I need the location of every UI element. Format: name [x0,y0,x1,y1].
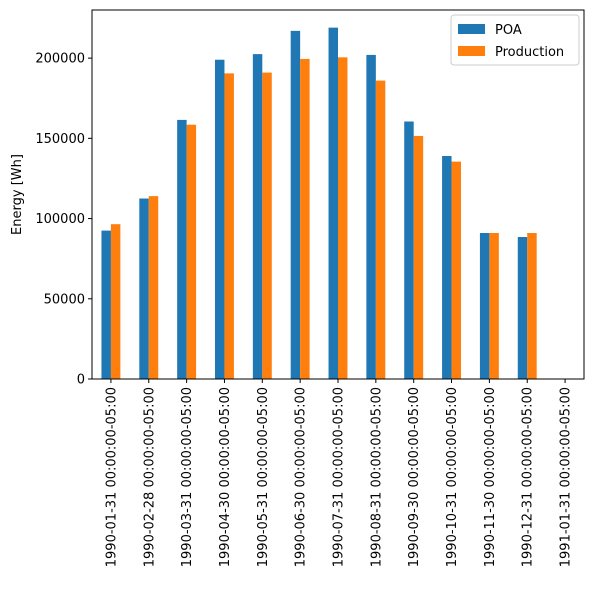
legend-swatch-poa [458,24,485,34]
bar-poa-10 [479,233,490,379]
bar-poa-7 [366,54,376,379]
y-tick-label-0: 0 [77,373,85,388]
x-tick-label-4: 1990-05-31 00:00:00-05:00 [256,387,271,567]
x-tick-label-10: 1990-11-30 00:00:00-05:00 [483,387,498,567]
bar-production-1 [148,196,159,379]
x-tick-label-9: 1990-10-31 00:00:00-05:00 [445,387,460,567]
x-tick-label-3: 1990-04-30 00:00:00-05:00 [218,387,233,567]
bar-production-0 [110,224,121,379]
y-axis-label: Energy [Wh] [10,154,25,235]
x-tick-label-12: 1991-01-31 00:00:00-05:00 [559,387,574,567]
bar-production-8 [413,135,424,379]
x-tick-label-1: 1990-02-28 00:00:00-05:00 [142,387,157,567]
y-tick-label-4: 200000 [35,52,85,67]
bar-production-10 [489,233,499,379]
bar-poa-8 [404,121,414,380]
bars-group [101,27,537,380]
y-tick-label-3: 150000 [35,132,85,147]
y-tick-label-2: 100000 [35,212,85,227]
bar-poa-5 [290,30,301,380]
bar-poa-3 [215,59,225,380]
legend-swatch-production [458,46,485,56]
bar-poa-6 [328,27,338,379]
bar-production-5 [300,58,310,379]
bar-poa-9 [442,155,452,379]
bar-production-9 [451,161,461,379]
plot-frame [91,9,585,380]
bar-poa-1 [139,198,149,379]
bar-production-3 [224,73,234,380]
legend-label-production: Production [495,45,564,60]
x-tick-label-8: 1990-09-30 00:00:00-05:00 [407,387,422,567]
bar-production-11 [527,233,537,379]
x-tick-label-0: 1990-01-31 00:00:00-05:00 [104,387,119,567]
x-tick-label-5: 1990-06-30 00:00:00-05:00 [294,387,309,567]
x-tick-label-11: 1990-12-31 00:00:00-05:00 [521,387,536,567]
y-axis: 0 50000 100000 150000 200000 [35,52,92,388]
bar-production-7 [375,80,386,379]
bar-poa-11 [517,237,528,379]
x-tick-label-7: 1990-08-31 00:00:00-05:00 [369,387,384,567]
legend-label-poa: POA [495,23,522,38]
bar-production-2 [186,124,197,379]
x-axis: 1990-01-31 00:00:00-05:00 1990-02-28 00:0… [104,379,574,567]
legend: POA Production [450,14,580,66]
bar-poa-4 [252,54,263,379]
bar-poa-2 [177,119,187,379]
bar-production-4 [262,72,272,379]
y-tick-label-1: 50000 [44,292,85,307]
bar-production-6 [338,57,348,380]
bar-poa-0 [101,230,111,379]
x-tick-label-2: 1990-03-31 00:00:00-05:00 [180,387,195,567]
x-tick-label-6: 1990-07-31 00:00:00-05:00 [332,387,347,567]
